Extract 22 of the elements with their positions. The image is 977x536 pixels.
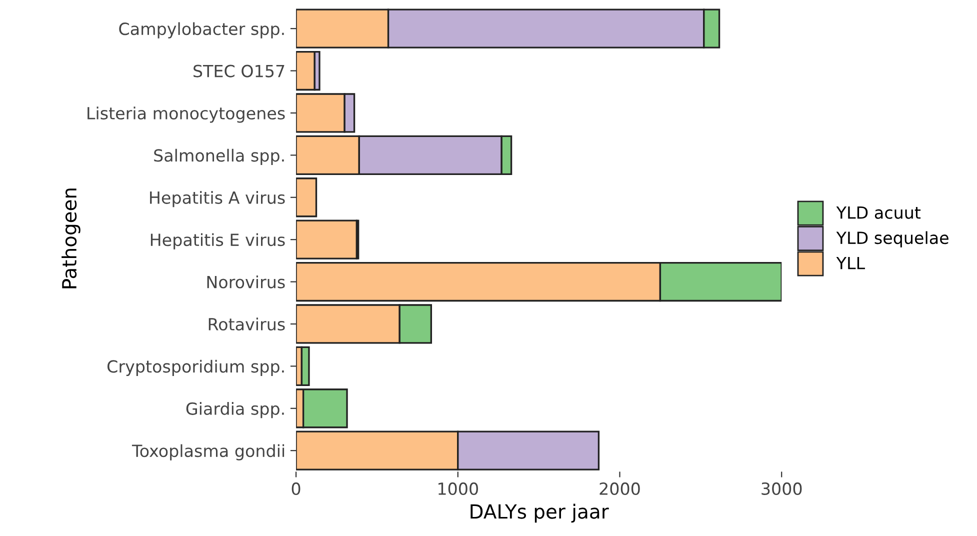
y-axis-title: Pathogeen xyxy=(62,188,80,288)
y-tick-label: Cryptosporidium spp. xyxy=(107,360,284,376)
bar xyxy=(296,178,318,218)
y-tick-label: Campylobacter spp. xyxy=(119,22,284,38)
legend-label: YLD acuut xyxy=(836,206,921,219)
legend-label: YLD sequelae xyxy=(836,231,948,248)
y-tick-label: Hepatitis E virus xyxy=(150,233,285,250)
y-tick-label: Listeria monocytogenes xyxy=(88,106,285,123)
y-tick-label: Norovirus xyxy=(207,275,285,288)
y-tick-label: Hepatitis A virus xyxy=(150,191,285,208)
x-axis-title: DALYs per jaar xyxy=(470,504,609,523)
y-tick-label: Rotavirus xyxy=(208,318,285,331)
x-tick-label: 1000 xyxy=(438,482,478,495)
x-tick-label: 0 xyxy=(292,482,300,495)
x-tick-label: 2000 xyxy=(600,482,640,495)
bar xyxy=(296,220,358,260)
y-tick-label: STEC O157 xyxy=(194,64,284,78)
y-tick-label: Toxoplasma gondii xyxy=(132,444,284,460)
y-tick-label: Giardia spp. xyxy=(186,402,284,418)
legend-label: YLL xyxy=(836,256,865,270)
x-tick-label: 3000 xyxy=(762,482,802,495)
y-tick-label: Salmonella spp. xyxy=(154,148,284,165)
